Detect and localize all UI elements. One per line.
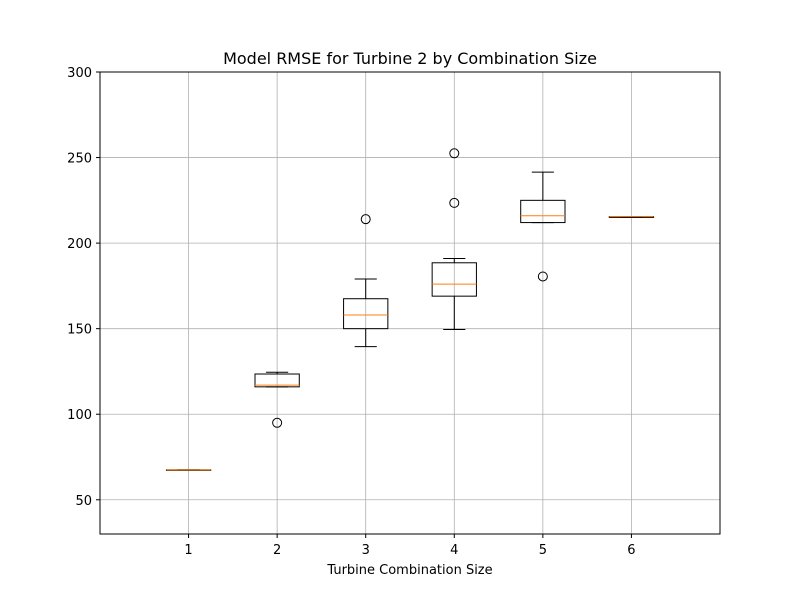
x-tick-label: 1 — [184, 543, 192, 558]
y-tick-label: 250 — [67, 152, 92, 167]
outlier-point — [449, 148, 460, 159]
y-tick-label: 100 — [67, 408, 92, 423]
iqr-box — [343, 298, 389, 330]
y-tick-label: 300 — [67, 66, 92, 81]
box-2 — [254, 371, 300, 428]
x-tick-label: 5 — [539, 543, 547, 558]
box-5 — [520, 171, 566, 282]
outlier-point — [537, 271, 548, 282]
boxes — [165, 148, 655, 471]
iqr-box — [254, 373, 300, 388]
y-tick-label: 150 — [67, 323, 92, 338]
x-axis-label: Turbine Combination Size — [326, 563, 492, 578]
x-tick-label: 4 — [450, 543, 458, 558]
outlier-point — [449, 197, 460, 208]
plot-area-frame — [99, 71, 721, 535]
iqr-box — [520, 199, 566, 224]
box-6 — [608, 216, 655, 218]
iqr-box — [431, 262, 477, 297]
axis-ticks: 50 100 150 200 250 300 1 2 3 4 5 6 — [67, 66, 635, 558]
box-1 — [165, 469, 212, 471]
box-4 — [431, 148, 477, 331]
y-tick-label: 50 — [75, 494, 92, 509]
box-3 — [343, 214, 389, 348]
y-tick-label: 200 — [67, 237, 92, 252]
x-tick-label: 2 — [273, 543, 281, 558]
outlier-point — [272, 417, 283, 428]
chart-title: Model RMSE for Turbine 2 by Combination … — [223, 49, 597, 68]
x-tick-label: 6 — [627, 543, 635, 558]
x-tick-label: 3 — [362, 543, 370, 558]
outlier-point — [360, 214, 371, 225]
